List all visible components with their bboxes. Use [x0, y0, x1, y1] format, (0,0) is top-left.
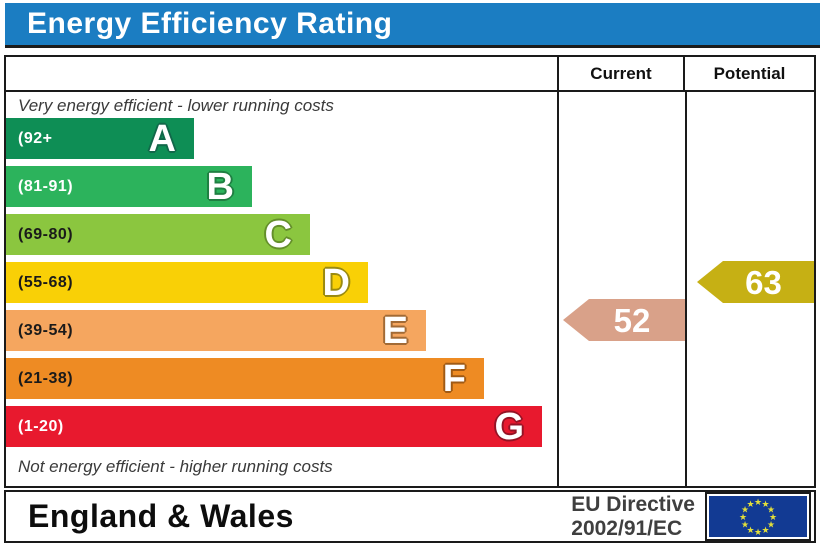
- band-letter: G: [494, 405, 524, 448]
- caption-not-efficient: Not energy efficient - higher running co…: [18, 457, 333, 476]
- eu-directive-line2: 2002/91/EC: [571, 516, 683, 540]
- band-row-d: (55-68) D: [6, 262, 557, 303]
- band-bar-a: (92+ A: [6, 118, 194, 159]
- table-body: Very energy efficient - lower running co…: [6, 92, 814, 486]
- band-bar-c: (69-80) C: [6, 214, 310, 255]
- band-bar-b: (81-91) B: [6, 166, 252, 207]
- region-label: England & Wales: [28, 498, 294, 534]
- band-range-label: (1-20): [18, 417, 64, 435]
- title-bar: Energy Efficiency Rating: [5, 3, 820, 48]
- band-row-g: (1-20) G: [6, 406, 557, 447]
- band-row-a: (92+ A: [6, 118, 557, 159]
- band-letter: C: [264, 213, 292, 256]
- table-header-row: Current Potential: [6, 57, 814, 92]
- current-column: [557, 92, 685, 486]
- column-header-potential: Potential: [683, 57, 814, 90]
- band-bar-f: (21-38) F: [6, 358, 484, 399]
- band-bar-d: (55-68) D: [6, 262, 368, 303]
- eu-directive-label: EU Directive 2002/91/EC: [571, 493, 707, 539]
- band-letter: E: [382, 309, 408, 352]
- band-range-label: (39-54): [18, 321, 74, 339]
- footer: England & Wales EU Directive 2002/91/EC …: [4, 490, 816, 543]
- band-row-e: (39-54) E: [6, 310, 557, 351]
- eu-flag: ★ ★ ★ ★ ★ ★ ★ ★ ★ ★ ★ ★: [705, 492, 811, 541]
- current-rating-arrow: 52: [563, 299, 685, 341]
- eu-directive-line1: EU Directive: [571, 493, 695, 517]
- arrow-left-icon: [563, 299, 589, 341]
- band-range-label: (69-80): [18, 225, 74, 243]
- potential-column: [685, 92, 814, 486]
- band-letter: A: [148, 117, 176, 160]
- band-range-label: (81-91): [18, 177, 74, 195]
- header-spacer: [6, 57, 557, 90]
- arrow-left-icon: [697, 261, 723, 303]
- band-area: Very energy efficient - lower running co…: [6, 92, 557, 486]
- potential-rating-value: 63: [723, 261, 814, 303]
- band-letter: F: [442, 357, 466, 400]
- caption-efficient: Very energy efficient - lower running co…: [18, 96, 334, 115]
- band-row-f: (21-38) F: [6, 358, 557, 399]
- current-rating-value: 52: [589, 299, 685, 341]
- rating-table: Current Potential Very energy efficient …: [4, 55, 816, 488]
- potential-rating-arrow: 63: [697, 261, 814, 303]
- band-range-label: (92+: [18, 129, 53, 147]
- band-letter: D: [322, 261, 350, 304]
- band-row-c: (69-80) C: [6, 214, 557, 255]
- band-row-b: (81-91) B: [6, 166, 557, 207]
- band-range-label: (55-68): [18, 273, 74, 291]
- band-bar-g: (1-20) G: [6, 406, 542, 447]
- band-bar-e: (39-54) E: [6, 310, 426, 351]
- column-header-current: Current: [557, 57, 683, 90]
- band-range-label: (21-38): [18, 369, 74, 387]
- page-title: Energy Efficiency Rating: [27, 7, 393, 40]
- band-letter: B: [206, 165, 234, 208]
